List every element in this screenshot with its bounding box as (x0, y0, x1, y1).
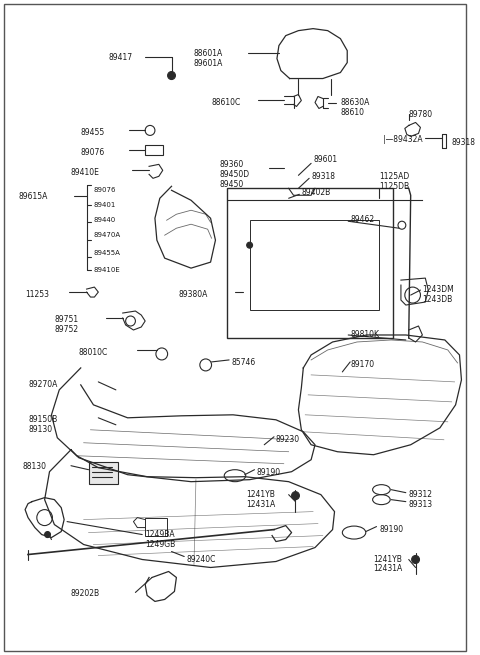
Text: 1249GB: 1249GB (145, 540, 175, 548)
Text: 89240C: 89240C (186, 555, 216, 563)
Text: 88630A: 88630A (340, 98, 370, 107)
Text: 89076: 89076 (81, 149, 105, 157)
Text: 11253: 11253 (25, 290, 49, 299)
Text: 89601: 89601 (313, 155, 337, 164)
Text: 89318: 89318 (311, 172, 335, 181)
Text: 89455: 89455 (81, 128, 105, 138)
Text: 1241YB: 1241YB (247, 490, 276, 498)
Text: 89810K: 89810K (350, 330, 379, 339)
Text: 89752: 89752 (54, 325, 79, 334)
Text: 89380A: 89380A (179, 290, 208, 299)
Text: 89230: 89230 (276, 435, 300, 444)
Text: 89190: 89190 (380, 525, 404, 534)
Text: 89313: 89313 (409, 500, 433, 509)
Bar (227, 188, 393, 338)
Text: 89402B: 89402B (301, 188, 331, 197)
Text: 89417: 89417 (108, 52, 132, 62)
Text: 85746: 85746 (231, 358, 255, 367)
Circle shape (168, 71, 175, 79)
Text: 1243DM: 1243DM (422, 285, 454, 294)
Text: 89410E: 89410E (71, 168, 100, 178)
Text: 89318: 89318 (452, 138, 476, 147)
Text: 89312: 89312 (409, 490, 433, 498)
Text: 88010C: 88010C (79, 348, 108, 357)
Text: 88610: 88610 (340, 109, 364, 117)
Text: 89401: 89401 (94, 202, 116, 208)
Text: 1249BA: 1249BA (145, 530, 175, 538)
Text: 88601A: 88601A (194, 48, 223, 58)
Circle shape (247, 242, 252, 248)
Text: 89202B: 89202B (71, 590, 100, 599)
Text: 1243DB: 1243DB (422, 295, 453, 304)
Text: |—89432A: |—89432A (384, 136, 423, 144)
Text: 12431A: 12431A (247, 500, 276, 509)
Text: 89076: 89076 (94, 187, 116, 193)
Text: 88610C: 88610C (212, 98, 241, 107)
Text: 1241YB: 1241YB (373, 555, 402, 563)
Text: 89601A: 89601A (194, 58, 223, 67)
Text: 1125AD: 1125AD (380, 172, 410, 181)
Text: 89615A: 89615A (18, 193, 48, 201)
Text: 89462: 89462 (350, 215, 374, 224)
Text: 89130: 89130 (28, 425, 52, 434)
Text: 89450: 89450 (219, 180, 244, 189)
Text: 89360: 89360 (219, 160, 244, 170)
Circle shape (412, 555, 420, 563)
Text: 89455A: 89455A (94, 250, 120, 256)
Bar (145, 517, 167, 536)
Text: 89150B: 89150B (28, 415, 57, 424)
Text: 89450D: 89450D (219, 170, 250, 179)
Circle shape (45, 532, 50, 538)
Text: 88130: 88130 (22, 462, 46, 471)
Text: 89270A: 89270A (28, 380, 58, 389)
Bar (145, 145, 163, 155)
Text: 89470A: 89470A (94, 233, 120, 238)
Text: 89410E: 89410E (94, 267, 120, 273)
Text: 1125DB: 1125DB (380, 182, 409, 191)
Bar (250, 220, 380, 310)
Text: 89780: 89780 (409, 111, 433, 119)
Text: 12431A: 12431A (373, 565, 403, 574)
Circle shape (291, 492, 300, 500)
Text: 89190: 89190 (256, 468, 281, 477)
Text: 89751: 89751 (54, 315, 79, 324)
Text: 89170: 89170 (350, 360, 374, 369)
Text: 89440: 89440 (94, 217, 116, 223)
Bar (88, 462, 118, 483)
